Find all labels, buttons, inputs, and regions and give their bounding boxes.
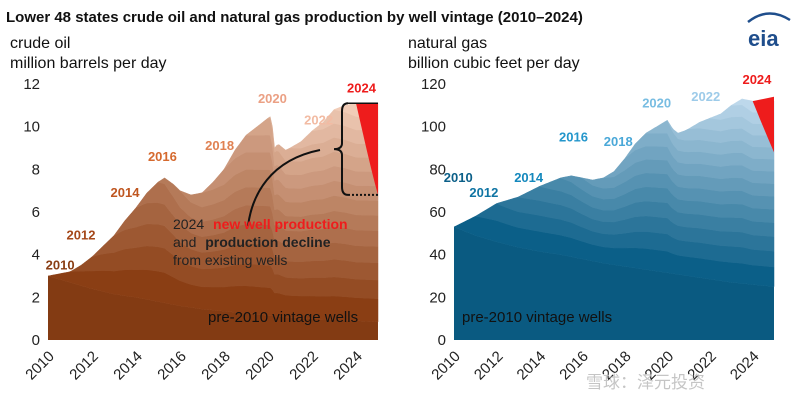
oil-vintage-areas: [47, 102, 379, 340]
gas-xtick-label: 2010: [428, 348, 464, 384]
gas-vintage-label-2022: 2022: [691, 89, 720, 104]
gas-ytick-label: 20: [429, 289, 446, 306]
annotation-leader-line: [247, 149, 321, 227]
annotation-line1: 2024 new well production: [173, 216, 348, 232]
gas-base-label: pre-2010 vintage wells: [462, 309, 612, 326]
oil-xtick-label: 2010: [22, 348, 58, 384]
gas-ytick-label: 120: [421, 76, 446, 93]
logo-arc-icon: [747, 12, 791, 23]
gas-vintage-label-2024: 2024: [742, 72, 772, 87]
gas-area-vintage-2024: [752, 96, 774, 153]
gas-area-pre-2010: [454, 226, 774, 340]
oil-unit-line1: crude oil: [10, 35, 70, 52]
annotation-and: and: [173, 234, 196, 250]
gas-unit-line1: natural gas: [408, 35, 487, 52]
annotation-line2: and production decline: [173, 234, 331, 250]
oil-xtick-label: 2024: [330, 348, 366, 384]
oil-ytick-label: 4: [32, 247, 40, 264]
gas-ytick-label: 60: [429, 204, 446, 221]
oil-area-vintage-2024: [356, 103, 378, 195]
oil-xtick-label: 2022: [286, 348, 322, 384]
figure-title: Lower 48 states crude oil and natural ga…: [6, 9, 583, 26]
oil-panel: crude oil million barrels per day 0 2 4 6 8 1…: [10, 35, 379, 384]
oil-vintage-label-2012: 2012: [67, 228, 96, 243]
oil-vintage-label-2016: 2016: [148, 149, 177, 164]
oil-vintage-label-2014: 2014: [111, 185, 141, 200]
oil-xtick-label: 2012: [66, 348, 102, 384]
gas-xtick-label: 2012: [471, 348, 507, 384]
gas-vintage-label-2012: 2012: [469, 185, 498, 200]
watermark: 雪球：泽元投资: [586, 373, 705, 392]
oil-ytick-label: 2: [32, 289, 40, 306]
oil-ytick-label: 0: [32, 332, 40, 349]
oil-xtick-label: 2016: [154, 348, 190, 384]
gas-vintage-areas: [453, 96, 775, 340]
gas-vintage-label-2018: 2018: [604, 134, 633, 149]
oil-xtick-label: 2014: [110, 348, 146, 384]
oil-vintage-label-2010: 2010: [46, 258, 75, 273]
oil-area-pre-2010: [48, 276, 378, 340]
oil-ytick-label: 6: [32, 204, 40, 221]
gas-ytick-label: 100: [421, 119, 446, 136]
oil-base-label: pre-2010 vintage wells: [208, 309, 358, 326]
annotation-new-wells: new well production: [213, 216, 348, 232]
eia-logo: eia: [747, 12, 791, 51]
oil-vintage-label-2022: 2022: [304, 113, 333, 128]
gas-vintage-label-2014: 2014: [514, 170, 544, 185]
gas-vintage-label-2020: 2020: [642, 95, 671, 110]
gas-ytick-label: 80: [429, 161, 446, 178]
oil-vintage-label-2020: 2020: [258, 91, 287, 106]
oil-ytick-label: 12: [23, 76, 40, 93]
annotation-line3: from existing wells: [173, 252, 287, 268]
oil-vintage-label-2018: 2018: [205, 138, 234, 153]
oil-vintage-labels: 2010 2012 2014 2016 2018 2020 2022 2024: [46, 81, 377, 273]
gas-ytick-label: 0: [438, 332, 446, 349]
oil-ytick-label: 8: [32, 161, 40, 178]
oil-xtick-label: 2020: [242, 348, 278, 384]
oil-unit-line2: million barrels per day: [10, 55, 167, 72]
gas-panel: natural gas billion cubic feet per day 0…: [408, 35, 775, 384]
gas-vintage-label-2016: 2016: [559, 130, 588, 145]
logo-text: eia: [748, 26, 779, 51]
gas-vintage-label-2010: 2010: [444, 170, 473, 185]
annotation-year: 2024: [173, 216, 204, 232]
annotation-decline: production decline: [205, 234, 330, 250]
gas-unit-line2: billion cubic feet per day: [408, 55, 580, 72]
gas-ytick-label: 40: [429, 247, 446, 264]
gas-xtick-label: 2014: [514, 348, 550, 384]
oil-ytick-label: 10: [23, 119, 40, 136]
oil-vintage-label-2024: 2024: [347, 81, 377, 96]
annotation-brace: [333, 102, 349, 196]
gas-xtick-label: 2024: [727, 348, 763, 384]
oil-xtick-label: 2018: [198, 348, 234, 384]
